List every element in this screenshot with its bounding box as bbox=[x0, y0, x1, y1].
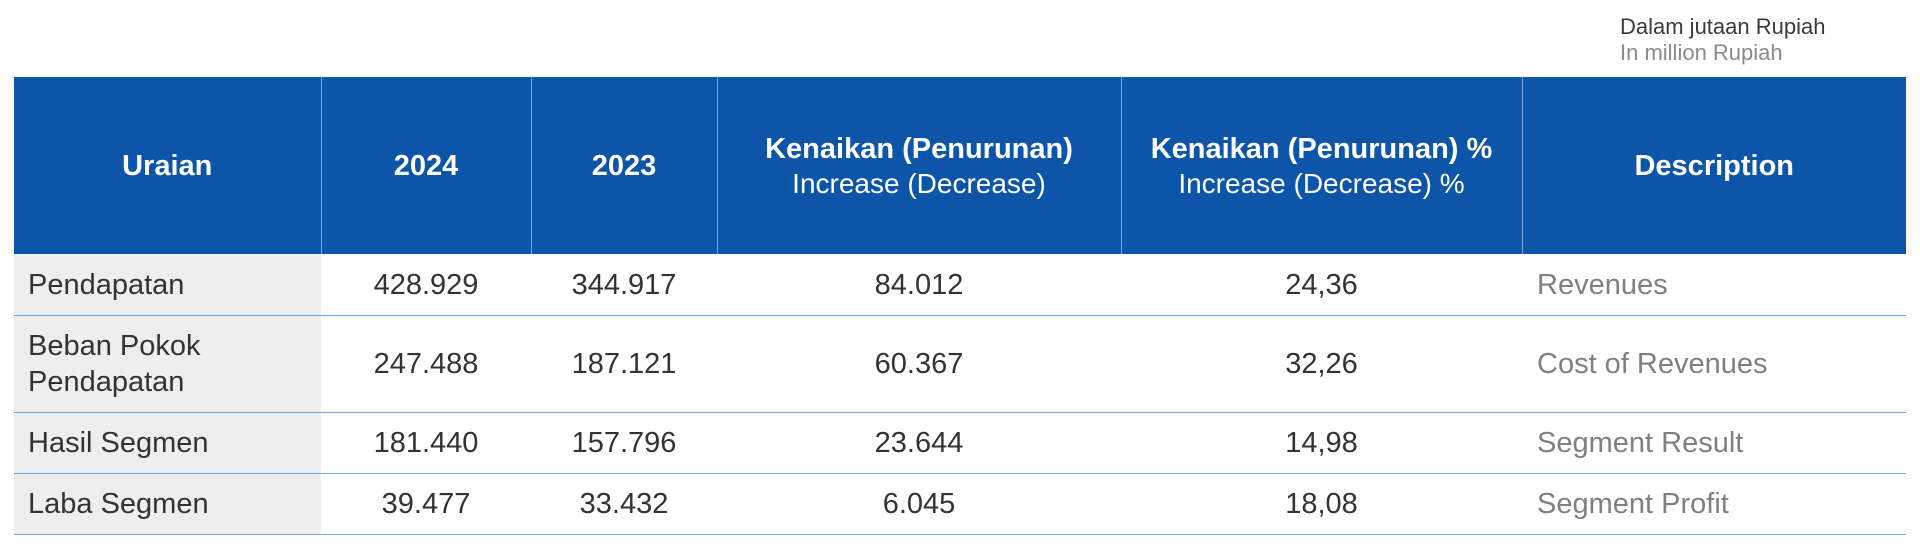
table-row: Hasil Segmen 181.440 157.796 23.644 14,9… bbox=[14, 412, 1906, 474]
cell-description: Segment Profit bbox=[1522, 473, 1906, 535]
header-description-label: Description bbox=[1634, 149, 1795, 182]
header-2024: 2024 bbox=[321, 77, 532, 254]
cell-uraian: Beban Pokok Pendapatan bbox=[14, 315, 321, 413]
cell-2023: 33.432 bbox=[531, 473, 717, 535]
segment-table: Uraian 2024 2023 Kenaikan (Penurunan) In… bbox=[14, 77, 1906, 535]
cell-change-pct: 24,36 bbox=[1121, 254, 1522, 316]
cell-2024: 39.477 bbox=[321, 473, 531, 535]
header-change-pct: Kenaikan (Penurunan) % Increase (Decreas… bbox=[1121, 77, 1523, 254]
table-body: Pendapatan 428.929 344.917 84.012 24,36 … bbox=[14, 254, 1906, 535]
header-2024-label: 2024 bbox=[393, 149, 459, 182]
table-row: Pendapatan 428.929 344.917 84.012 24,36 … bbox=[14, 254, 1906, 316]
cell-change: 23.644 bbox=[717, 412, 1121, 474]
cell-2023: 344.917 bbox=[531, 254, 717, 316]
cell-change: 60.367 bbox=[717, 315, 1121, 413]
header-change-sublabel: Increase (Decrease) bbox=[792, 167, 1046, 199]
table-row: Laba Segmen 39.477 33.432 6.045 18,08 Se… bbox=[14, 473, 1906, 535]
header-uraian: Uraian bbox=[14, 77, 322, 254]
cell-change: 84.012 bbox=[717, 254, 1121, 316]
cell-2023: 157.796 bbox=[531, 412, 717, 474]
header-change-pct-sublabel: Increase (Decrease) % bbox=[1178, 167, 1465, 199]
header-description: Description bbox=[1522, 77, 1906, 254]
header-change-label: Kenaikan (Penurunan) bbox=[765, 132, 1073, 165]
header-change-pct-label: Kenaikan (Penurunan) % bbox=[1150, 132, 1493, 165]
cell-2024: 181.440 bbox=[321, 412, 531, 474]
cell-2024: 247.488 bbox=[321, 315, 531, 413]
cell-2024: 428.929 bbox=[321, 254, 531, 316]
cell-change-pct: 18,08 bbox=[1121, 473, 1522, 535]
table-row: Beban Pokok Pendapatan 247.488 187.121 6… bbox=[14, 315, 1906, 413]
cell-change: 6.045 bbox=[717, 473, 1121, 535]
cell-uraian: Laba Segmen bbox=[14, 473, 321, 535]
unit-note-id: Dalam jutaan Rupiah bbox=[1620, 14, 1826, 39]
cell-2023: 187.121 bbox=[531, 315, 717, 413]
cell-description: Cost of Revenues bbox=[1522, 315, 1906, 413]
header-2023-label: 2023 bbox=[591, 149, 657, 182]
cell-change-pct: 32,26 bbox=[1121, 315, 1522, 413]
cell-uraian: Hasil Segmen bbox=[14, 412, 321, 474]
cell-change-pct: 14,98 bbox=[1121, 412, 1522, 474]
cell-description: Segment Result bbox=[1522, 412, 1906, 474]
unit-note: Dalam jutaan Rupiah In million Rupiah bbox=[1620, 14, 1825, 66]
cell-uraian: Pendapatan bbox=[14, 254, 321, 316]
header-change: Kenaikan (Penurunan) Increase (Decrease) bbox=[717, 77, 1122, 254]
table-header: Uraian 2024 2023 Kenaikan (Penurunan) In… bbox=[14, 77, 1906, 254]
header-2023: 2023 bbox=[531, 77, 718, 254]
unit-note-en: In million Rupiah bbox=[1620, 40, 1783, 65]
header-uraian-label: Uraian bbox=[122, 149, 213, 182]
cell-description: Revenues bbox=[1522, 254, 1906, 316]
